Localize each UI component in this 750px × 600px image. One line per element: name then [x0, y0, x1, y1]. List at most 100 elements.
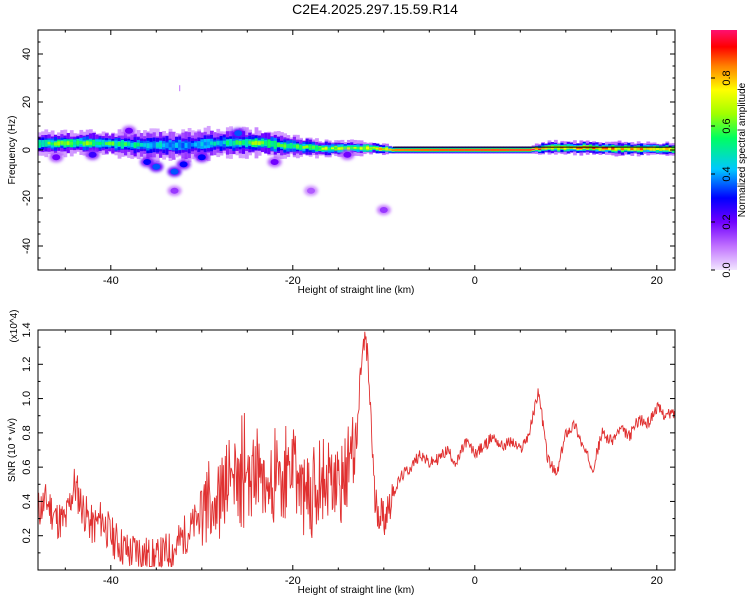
spectrogram-cell-14: [44, 141, 49, 145]
spectrogram-cell-419: [302, 145, 307, 149]
spectrogram-cell-959: [646, 147, 651, 150]
spectrogram-cell-264: [203, 142, 208, 146]
spectrogram-cell-329: [245, 141, 249, 145]
spectrogram-blob-1: [152, 163, 161, 170]
spectrogram-cell-964: [649, 147, 654, 150]
spectrogram-cell-604: [420, 149, 424, 151]
spectrogram-cell-979: [659, 148, 663, 151]
spectrogram-cell-554: [388, 149, 393, 151]
colorbar-label: Normalized spectral amplitude: [737, 82, 748, 217]
spectrogram-cell-89: [92, 141, 96, 145]
spectrogram-cell-669: [461, 149, 466, 151]
spectrogram-cell-679: [467, 149, 472, 151]
spectrogram-cell-889: [601, 147, 606, 150]
x-tick-label: -40: [103, 275, 119, 287]
spectrogram-cell-74: [82, 141, 87, 146]
spectrogram-cell-629: [436, 149, 440, 151]
colorbar-tick-label: 0.2: [721, 214, 733, 229]
colorbar-tick-label: 0.6: [721, 118, 733, 133]
spectrogram-cell-219: [174, 142, 179, 148]
spectrogram-cell-124: [114, 142, 119, 147]
spectrogram-cell-459: [327, 147, 332, 150]
spectrogram-cell-914: [617, 147, 622, 150]
spectrogram-blob-6: [88, 151, 97, 158]
spectrogram-speckle: [179, 85, 181, 92]
snr-x-ticks: -40 -20 0 20: [64, 330, 663, 587]
spectrogram-cell-464: [331, 147, 335, 150]
spectrogram-blob-10: [379, 207, 388, 213]
spectrogram-cell-714: [490, 149, 495, 151]
spectrogram-cell-474: [337, 147, 342, 150]
spectrogram-cell-404: [292, 144, 297, 148]
spectrogram-cell-499: [353, 146, 358, 149]
spectrogram-cell-884: [598, 147, 603, 150]
spectrogram-cell-79: [85, 141, 90, 146]
spectrogram-cell-229: [181, 142, 186, 149]
spectrogram-cell-334: [248, 140, 252, 145]
spectrogram-cell-344: [254, 140, 259, 145]
spectrogram-cell-269: [206, 141, 211, 146]
spectrogram-cell-369: [270, 142, 275, 146]
spectrogram-cell-944: [636, 148, 641, 150]
spectrogram-cell-599: [417, 149, 421, 151]
spectrogram-cell-339: [251, 141, 256, 145]
spectrogram-cell-504: [356, 147, 361, 149]
spectrogram-cell-994: [668, 148, 673, 151]
spectrogram-cell-479: [340, 147, 345, 150]
spectrogram-cell-99: [98, 141, 103, 145]
spectrogram-cell-694: [477, 149, 482, 151]
x-tick-label: 0: [472, 275, 478, 287]
spectrogram-cell-69: [79, 141, 84, 144]
spectrogram-cell-939: [633, 147, 638, 150]
spectrogram-blob-5: [234, 130, 243, 137]
spectrogram-cell-19: [47, 141, 52, 145]
spectrogram-cell-169: [143, 143, 147, 147]
spectrogram-cell-454: [324, 147, 329, 150]
spectrogram-cell-619: [429, 149, 434, 151]
spectrogram-cell-494: [350, 146, 354, 149]
spectrogram-cell-909: [614, 147, 619, 151]
spectrogram-cell-834: [566, 146, 571, 149]
spectrogram-blob-8: [125, 127, 133, 134]
spectrogram-cell-59: [73, 141, 77, 145]
spectrogram-cell-424: [305, 145, 310, 148]
spectrogram-blob-13: [307, 187, 315, 194]
spectrogram-cell-664: [458, 149, 463, 151]
spectrogram-cell-764: [522, 149, 526, 151]
spectrogram-cell-699: [480, 149, 485, 151]
spectrogram-cell-324: [241, 141, 246, 145]
spectrogram-blob-11: [170, 187, 179, 194]
y-tick-label: 1.4: [21, 322, 33, 337]
spectrogram-cell-529: [372, 146, 377, 149]
x-tick-label: -20: [285, 275, 301, 287]
x-tick-label: -40: [103, 575, 119, 587]
spectrogram-cell-739: [506, 149, 510, 151]
spectrogram-cell-39: [60, 140, 65, 145]
spectrogram-cell-154: [133, 142, 138, 148]
spectrogram-cell-899: [608, 147, 612, 150]
spectrogram-blob-9: [343, 151, 352, 158]
spectrogram-cell-794: [541, 147, 546, 149]
spectrogram-cell-719: [493, 149, 498, 151]
spectrogram-blob-4: [197, 154, 206, 161]
y-tick-label: 0.6: [21, 459, 33, 474]
spectrogram-cell-179: [149, 143, 154, 148]
y-tick-label: 0.8: [21, 425, 33, 440]
spectrogram-cell-549: [385, 148, 389, 150]
spectrogram-cell-779: [531, 148, 536, 151]
spectrogram-cell-969: [652, 147, 657, 150]
spectrogram-cell-784: [534, 148, 539, 150]
spectrogram-cell-734: [503, 149, 507, 151]
spectrogram-cell-174: [146, 143, 151, 149]
y-tick-label: 40: [21, 48, 33, 60]
spectrogram-cell-924: [624, 147, 628, 150]
spectrogram-cell-364: [267, 141, 272, 146]
spectrogram-cell-689: [474, 149, 479, 151]
spectrogram-cell-9: [41, 142, 45, 145]
spectrogram-cell-304: [229, 140, 233, 145]
spectrogram-cell-94: [95, 141, 100, 145]
spectrogram-cell-539: [378, 148, 383, 150]
y-tick-label: -20: [21, 190, 33, 206]
spectrogram-cell-254: [197, 142, 202, 148]
spectrogram-cell-184: [152, 142, 157, 147]
